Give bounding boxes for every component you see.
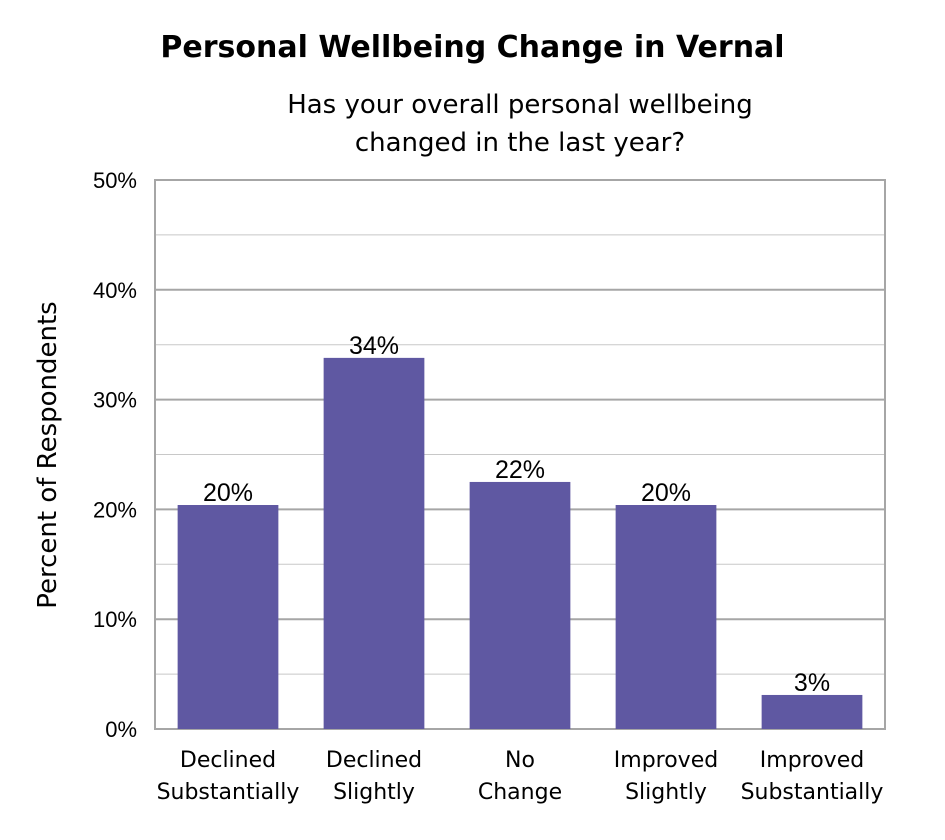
y-tick-label: 10% bbox=[93, 607, 137, 632]
y-tick-label: 30% bbox=[93, 388, 137, 413]
bar bbox=[323, 357, 425, 729]
x-tick-label: Declined bbox=[180, 748, 276, 773]
y-axis-label: Percent of Respondents bbox=[33, 301, 63, 608]
x-tick-label: Declined bbox=[326, 748, 422, 773]
y-tick-label: 40% bbox=[93, 278, 137, 303]
x-tick-label: Improved bbox=[614, 748, 718, 773]
subtitle-line-2: changed in the last year? bbox=[354, 128, 686, 158]
x-tick-label: No bbox=[505, 748, 535, 773]
y-tick-label: 50% bbox=[93, 168, 137, 193]
x-tick-label: Substantially bbox=[741, 780, 884, 805]
x-tick-label: Substantially bbox=[157, 780, 300, 805]
data-label: 34% bbox=[349, 332, 399, 360]
bar bbox=[761, 694, 863, 729]
data-label: 3% bbox=[794, 669, 830, 697]
bar bbox=[177, 505, 279, 729]
y-tick-label: 0% bbox=[105, 717, 137, 742]
data-label: 20% bbox=[203, 479, 253, 507]
value-labels: 20% 34% 22% 20% 3% bbox=[203, 332, 830, 697]
x-tick-label: Change bbox=[478, 780, 562, 805]
x-tick-labels: Declined Substantially Declined Slightly No C… bbox=[157, 748, 884, 805]
bar bbox=[615, 505, 717, 729]
subtitle-line-1: Has your overall personal wellbeing bbox=[287, 90, 753, 120]
data-label: 20% bbox=[641, 479, 691, 507]
y-tick-labels: 0% 10% 20% 30% 40% 50% bbox=[93, 168, 137, 742]
x-tick-label: Improved bbox=[760, 748, 864, 773]
chart-title: Personal Wellbeing Change in Vernal bbox=[160, 30, 785, 65]
bar bbox=[469, 481, 571, 729]
chart-subtitle: Has your overall personal wellbeing chan… bbox=[170, 86, 870, 162]
bars bbox=[177, 357, 863, 729]
y-tick-label: 20% bbox=[93, 497, 137, 522]
x-tick-label: Slightly bbox=[625, 780, 707, 805]
x-tick-label: Slightly bbox=[333, 780, 415, 805]
data-label: 22% bbox=[495, 456, 545, 484]
